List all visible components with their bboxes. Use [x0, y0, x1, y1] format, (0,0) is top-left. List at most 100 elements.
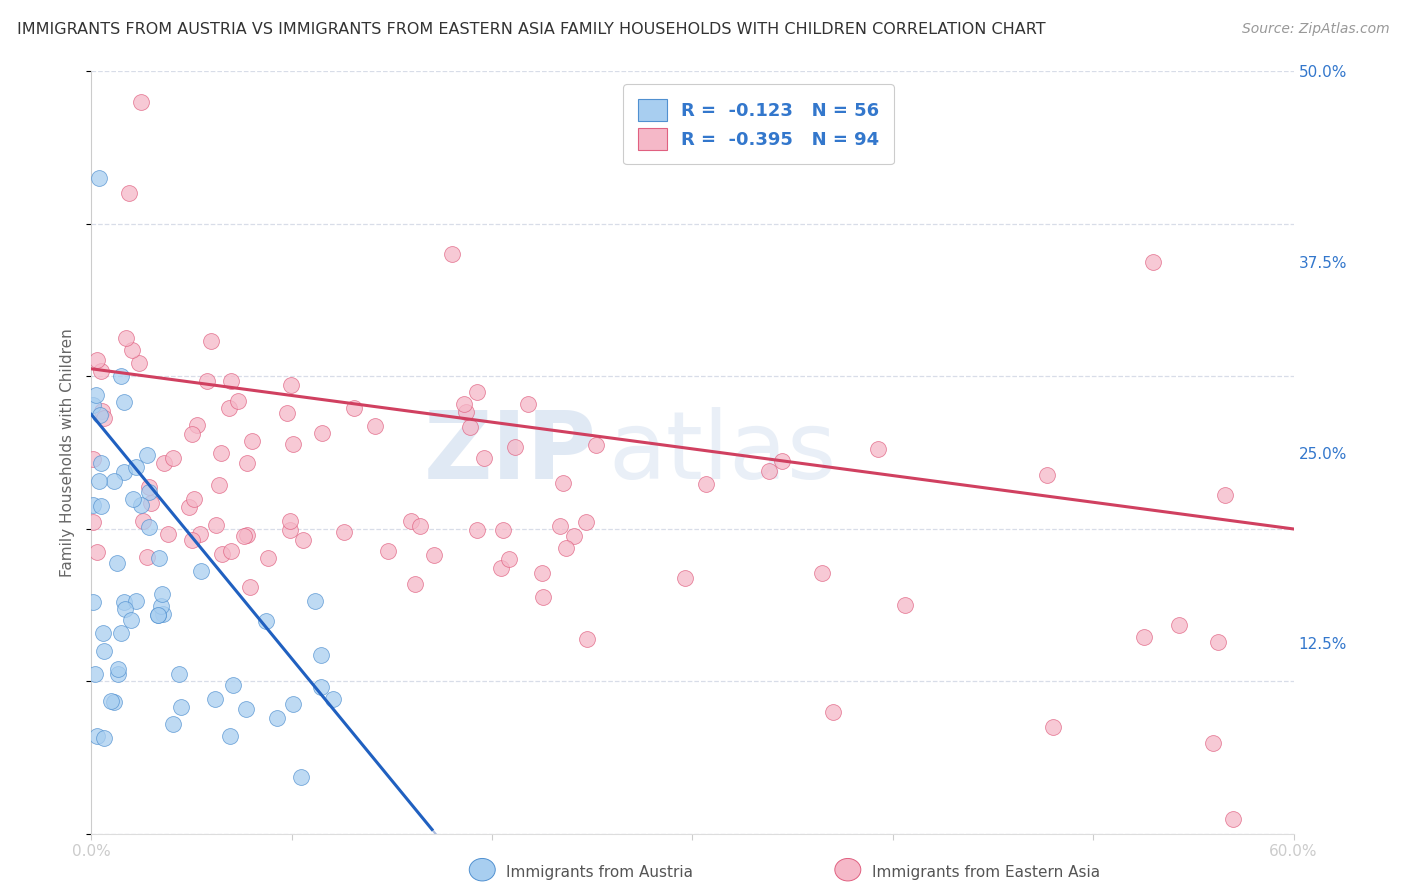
Point — [112, 465, 135, 479]
Point — [105, 556, 128, 570]
Point — [183, 492, 205, 507]
Point — [548, 519, 571, 533]
Point — [465, 523, 488, 537]
Point — [82, 451, 104, 466]
Point — [120, 613, 142, 627]
Point — [564, 529, 586, 543]
Legend: R =  -0.123   N = 56, R =  -0.395   N = 94: R = -0.123 N = 56, R = -0.395 N = 94 — [623, 84, 894, 164]
Circle shape — [835, 858, 860, 881]
Point — [162, 450, 184, 465]
Point — [311, 680, 333, 694]
Point — [758, 464, 780, 478]
Point — [866, 442, 889, 456]
Point — [103, 475, 125, 489]
Point — [107, 667, 129, 681]
Point — [458, 419, 481, 434]
Text: Source: ZipAtlas.com: Source: ZipAtlas.com — [1241, 22, 1389, 37]
Point — [232, 529, 254, 543]
Point — [90, 456, 112, 470]
Point — [89, 409, 111, 423]
Point — [254, 614, 277, 628]
Point — [150, 587, 173, 601]
Point — [266, 711, 288, 725]
Text: atlas: atlas — [609, 407, 837, 499]
Point — [157, 527, 180, 541]
Point — [204, 517, 226, 532]
Point — [177, 500, 200, 514]
Point — [440, 247, 463, 261]
Point — [181, 533, 204, 547]
Point — [311, 425, 333, 440]
Point — [531, 591, 554, 605]
Point — [90, 404, 112, 418]
Point — [124, 594, 146, 608]
Point — [673, 571, 696, 585]
Point — [236, 528, 259, 542]
Point — [115, 331, 138, 345]
Point — [551, 475, 574, 490]
Point — [89, 171, 111, 186]
Point — [404, 576, 426, 591]
Point — [125, 459, 148, 474]
Y-axis label: Family Households with Children: Family Households with Children — [60, 328, 76, 577]
Point — [1202, 735, 1225, 749]
Point — [257, 550, 280, 565]
Point — [110, 369, 132, 384]
Point — [82, 398, 104, 412]
Point — [281, 697, 304, 711]
Point — [190, 565, 212, 579]
Point — [281, 436, 304, 450]
Point — [86, 729, 108, 743]
Point — [492, 523, 515, 537]
Point — [408, 519, 430, 533]
Point — [1213, 488, 1236, 502]
Point — [456, 405, 478, 419]
Point — [219, 729, 242, 743]
Text: IMMIGRANTS FROM AUSTRIA VS IMMIGRANTS FROM EASTERN ASIA FAMILY HOUSEHOLDS WITH C: IMMIGRANTS FROM AUSTRIA VS IMMIGRANTS FR… — [17, 22, 1046, 37]
Point — [218, 401, 240, 416]
Point — [114, 602, 136, 616]
Point — [821, 705, 844, 719]
Point — [290, 770, 312, 784]
Point — [278, 523, 301, 537]
Point — [472, 450, 495, 465]
Text: ZIP: ZIP — [423, 407, 596, 499]
Point — [276, 406, 298, 420]
Point — [401, 514, 423, 528]
Point — [1206, 634, 1229, 648]
Point — [82, 498, 104, 512]
Point — [465, 385, 488, 400]
Point — [576, 632, 599, 646]
Point — [575, 515, 598, 529]
Point — [304, 593, 326, 607]
Point — [136, 448, 159, 462]
Point — [90, 364, 112, 378]
Point — [585, 437, 607, 451]
Point — [343, 401, 366, 416]
Point — [141, 495, 163, 509]
Point — [242, 434, 264, 449]
Point — [100, 694, 122, 708]
Point — [1142, 255, 1164, 269]
Point — [453, 397, 475, 411]
Point — [83, 667, 105, 681]
Circle shape — [470, 858, 495, 881]
Point — [278, 514, 301, 528]
Point — [222, 678, 245, 692]
Point — [103, 696, 125, 710]
Point — [770, 454, 793, 468]
Point — [1222, 812, 1244, 826]
Point — [93, 411, 115, 425]
Point — [503, 440, 526, 454]
Point — [423, 548, 446, 562]
Point — [309, 648, 332, 663]
Point — [118, 186, 141, 201]
Point — [1167, 617, 1189, 632]
Point — [93, 731, 115, 746]
Point — [554, 541, 576, 555]
Point — [86, 545, 108, 559]
Point — [167, 667, 190, 681]
Point — [332, 524, 354, 539]
Text: Immigrants from Austria: Immigrants from Austria — [506, 865, 693, 880]
Point — [235, 702, 257, 716]
